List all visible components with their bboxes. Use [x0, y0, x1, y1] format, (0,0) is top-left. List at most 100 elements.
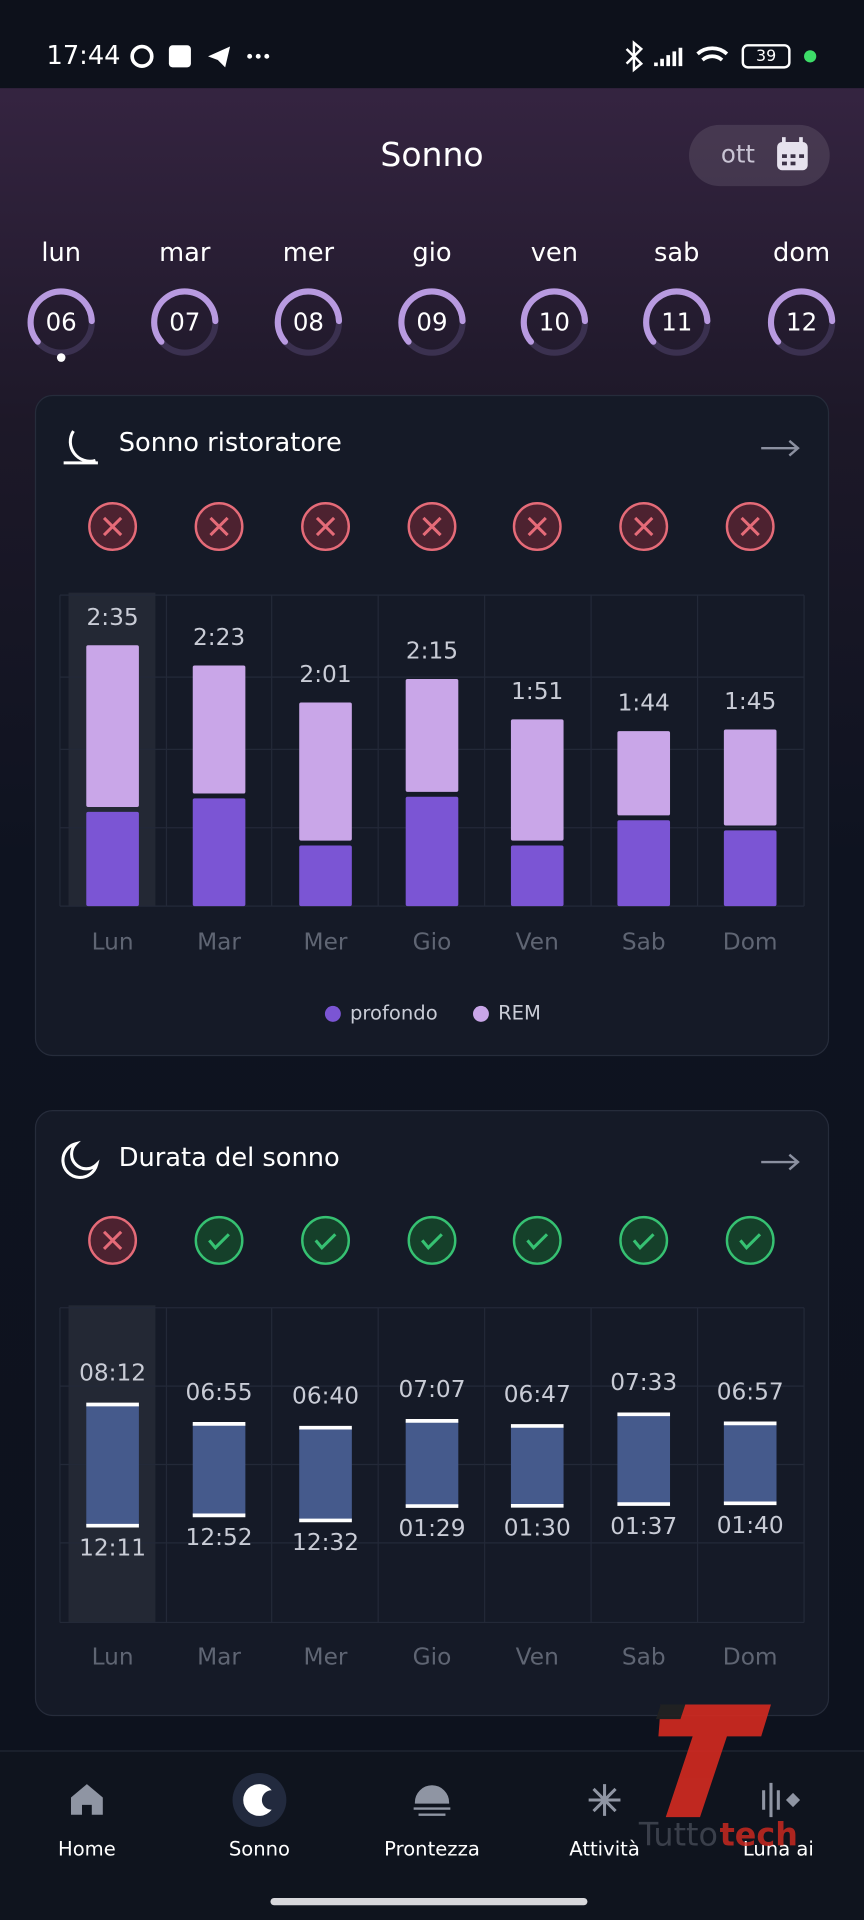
day-number[interactable]: 08	[293, 307, 324, 336]
day-ring-progress[interactable]	[511, 279, 597, 365]
value-label: 01:29	[399, 1515, 466, 1542]
nav-label[interactable]: Attività	[569, 1838, 640, 1861]
day-number[interactable]: 09	[416, 307, 447, 336]
status-ok-icon	[526, 1233, 549, 1251]
status-time: 17:44	[47, 41, 121, 71]
x-tick-label: Mer	[304, 1643, 348, 1670]
watermark: tech	[720, 1816, 798, 1854]
day-number[interactable]: 10	[539, 307, 570, 336]
day-number[interactable]: 06	[46, 307, 77, 336]
card-arrow[interactable]	[761, 439, 800, 1171]
day-number[interactable]: 11	[661, 307, 692, 336]
status-ok	[725, 1215, 775, 1265]
value-label: 06:40	[292, 1383, 359, 1410]
x-tick-label: Gio	[413, 928, 452, 955]
card-icon	[61, 430, 100, 1179]
nav-label[interactable]: Prontezza	[384, 1838, 480, 1861]
range-bar	[192, 1423, 246, 1516]
status-bar	[0, 0, 864, 89]
status-fail-icon	[102, 516, 123, 537]
battery-level: 39	[756, 46, 776, 65]
day-name[interactable]: lun	[41, 238, 81, 268]
status-fail-icon	[209, 516, 229, 537]
status-fail-icon	[740, 516, 760, 537]
status-ok-icon	[421, 1233, 443, 1251]
bar-segment	[510, 719, 564, 841]
x-tick-label: Dom	[723, 928, 778, 955]
bar-segment	[405, 678, 459, 792]
day-ring-progress[interactable]	[634, 279, 720, 365]
selected-day-dot	[56, 353, 66, 362]
x-tick-label: Mar	[197, 928, 241, 955]
card-title[interactable]: Sonno ristoratore	[119, 428, 342, 458]
status-fail-icon	[422, 516, 442, 537]
x-tick-label: Ven	[516, 1643, 559, 1670]
nav-label[interactable]: Sonno	[229, 1838, 290, 1861]
day-ring-progress[interactable]	[389, 279, 475, 365]
status-ok	[301, 1215, 351, 1265]
value-label: 12:11	[79, 1534, 146, 1561]
day-name[interactable]: ven	[531, 238, 578, 268]
nav-icons	[70, 1773, 801, 1827]
day-number[interactable]: 12	[786, 307, 817, 336]
range-bar	[617, 1414, 671, 1505]
value-label: 2:15	[406, 638, 458, 665]
value-label: 06:47	[504, 1381, 571, 1408]
value-label: 2:23	[193, 624, 245, 651]
value-label: 06:55	[186, 1379, 253, 1406]
day-ring-progress[interactable]	[265, 279, 351, 365]
range-bar	[86, 1404, 139, 1526]
nav-label[interactable]: Home	[58, 1838, 116, 1861]
status-ok	[407, 1215, 457, 1265]
status-ok-icon	[739, 1233, 762, 1251]
value-label: 1:51	[511, 678, 563, 705]
month-label[interactable]: ott	[721, 140, 756, 169]
value-label: 2:35	[86, 604, 138, 631]
x-tick-label: Gio	[413, 1643, 452, 1670]
calendar-icon[interactable]	[777, 137, 808, 171]
x-tick-label: Lun	[92, 1643, 134, 1670]
day-name[interactable]: dom	[773, 238, 830, 268]
value-label: 2:01	[299, 661, 351, 688]
bar-segment	[723, 729, 777, 826]
day-name[interactable]: mar	[159, 238, 211, 268]
card-title[interactable]: Durata del sonno	[119, 1143, 340, 1173]
status-ok	[512, 1215, 562, 1265]
range-bar	[510, 1425, 564, 1506]
nav-label[interactable]: Luna ai	[743, 1838, 814, 1861]
card	[34, 1110, 830, 1717]
bar-segment	[299, 702, 352, 841]
x-tick-label: Sab	[622, 928, 666, 955]
bar-segment	[617, 820, 671, 907]
status-fail-icon	[315, 516, 336, 537]
value-label: 01:37	[610, 1513, 677, 1540]
legend-swatch	[324, 1005, 341, 1022]
day-name[interactable]: gio	[412, 238, 451, 268]
x-tick-label: Mer	[304, 928, 348, 955]
bar-segment	[86, 811, 139, 907]
bar-segment	[405, 796, 459, 907]
day-ring-progress[interactable]	[758, 279, 844, 365]
bar-segment	[723, 830, 777, 907]
status-fail-icon	[527, 516, 547, 537]
value-label: 08:12	[79, 1359, 146, 1386]
bar-segment	[617, 731, 671, 816]
month-picker[interactable]	[688, 124, 830, 187]
page-title: Sonno	[380, 135, 483, 174]
x-tick-label: Sab	[622, 1643, 666, 1670]
bottom-nav	[0, 1751, 864, 1920]
day-name[interactable]: mer	[283, 238, 335, 268]
bar-segment	[192, 798, 246, 907]
legend-label: REM	[498, 1001, 541, 1024]
value-label: 12:32	[292, 1529, 359, 1556]
x-tick-label: Dom	[723, 1643, 778, 1670]
bar-segment	[299, 845, 352, 907]
day-ring-progress[interactable]	[18, 279, 104, 365]
bar-segment	[192, 665, 246, 794]
day-number[interactable]: 07	[169, 307, 200, 336]
value-label: 06:57	[717, 1378, 784, 1405]
day-ring-progress[interactable]	[142, 279, 228, 365]
day-name[interactable]: sab	[654, 238, 699, 268]
